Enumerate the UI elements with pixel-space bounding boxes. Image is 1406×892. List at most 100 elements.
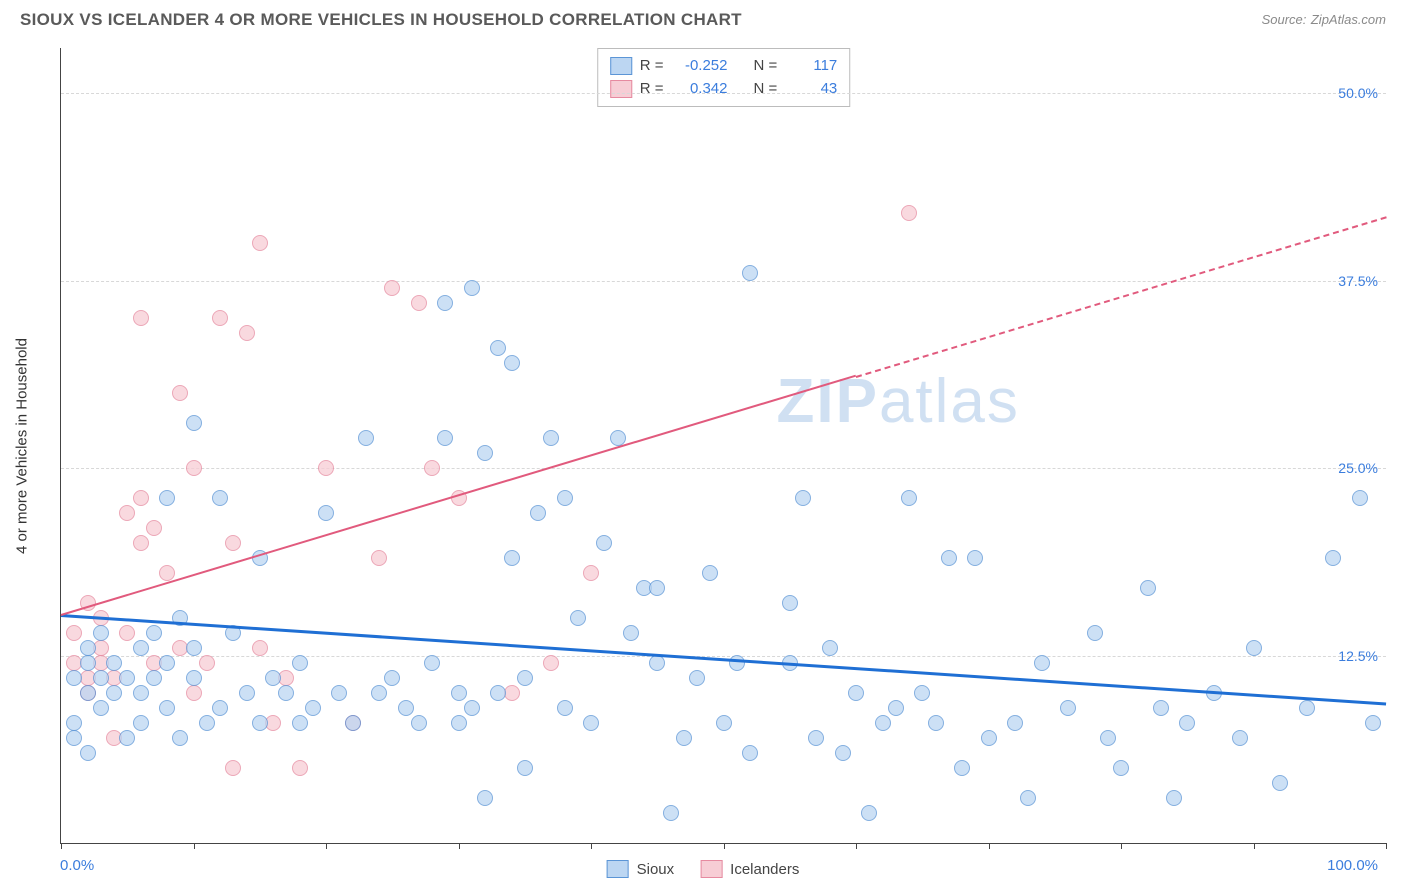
point-sioux <box>570 610 586 626</box>
point-sioux <box>358 430 374 446</box>
point-sioux <box>1087 625 1103 641</box>
point-sioux <box>451 715 467 731</box>
source-attribution: Source: ZipAtlas.com <box>1262 11 1386 29</box>
point-icelanders <box>119 505 135 521</box>
point-sioux <box>861 805 877 821</box>
point-sioux <box>186 640 202 656</box>
point-sioux <box>1325 550 1341 566</box>
legend-item-sioux: Sioux <box>607 860 675 878</box>
point-sioux <box>1100 730 1116 746</box>
y-tick-label: 50.0% <box>1338 85 1378 101</box>
point-sioux <box>517 760 533 776</box>
point-sioux <box>1153 700 1169 716</box>
point-sioux <box>119 730 135 746</box>
point-sioux <box>490 685 506 701</box>
point-sioux <box>822 640 838 656</box>
point-sioux <box>93 700 109 716</box>
y-tick-label: 37.5% <box>1338 273 1378 289</box>
point-sioux <box>663 805 679 821</box>
point-sioux <box>80 640 96 656</box>
point-sioux <box>928 715 944 731</box>
point-sioux <box>93 625 109 641</box>
point-icelanders <box>252 640 268 656</box>
x-tick <box>1254 843 1255 849</box>
point-sioux <box>623 625 639 641</box>
point-sioux <box>464 280 480 296</box>
point-sioux <box>1113 760 1129 776</box>
point-sioux <box>557 700 573 716</box>
point-sioux <box>477 790 493 806</box>
point-sioux <box>66 730 82 746</box>
point-sioux <box>716 715 732 731</box>
point-sioux <box>424 655 440 671</box>
point-sioux <box>239 685 255 701</box>
x-tick <box>1386 843 1387 849</box>
point-icelanders <box>172 385 188 401</box>
point-sioux <box>278 685 294 701</box>
point-sioux <box>808 730 824 746</box>
point-sioux <box>914 685 930 701</box>
point-sioux <box>159 490 175 506</box>
y-tick-label: 12.5% <box>1338 648 1378 664</box>
point-sioux <box>1246 640 1262 656</box>
watermark-bold: ZIP <box>777 367 879 436</box>
point-sioux <box>199 715 215 731</box>
point-sioux <box>371 685 387 701</box>
point-sioux <box>1232 730 1248 746</box>
watermark-light: atlas <box>879 367 1020 436</box>
point-sioux <box>172 610 188 626</box>
point-icelanders <box>411 295 427 311</box>
stats-row-sioux: R = -0.252 N = 117 <box>610 55 838 78</box>
point-sioux <box>729 655 745 671</box>
x-tick <box>591 843 592 849</box>
point-sioux <box>318 505 334 521</box>
point-sioux <box>689 670 705 686</box>
x-tick <box>194 843 195 849</box>
point-icelanders <box>543 655 559 671</box>
point-sioux <box>133 685 149 701</box>
point-icelanders <box>66 625 82 641</box>
point-icelanders <box>133 490 149 506</box>
point-icelanders <box>212 310 228 326</box>
stat-n-icelanders: 43 <box>785 78 837 101</box>
point-sioux <box>66 670 82 686</box>
point-sioux <box>504 550 520 566</box>
point-sioux <box>981 730 997 746</box>
stat-r-label: R = <box>640 78 664 101</box>
point-sioux <box>464 700 480 716</box>
point-sioux <box>649 655 665 671</box>
swatch-sioux <box>610 57 632 75</box>
point-sioux <box>398 700 414 716</box>
point-sioux <box>967 550 983 566</box>
point-sioux <box>1007 715 1023 731</box>
stat-r-label: R = <box>640 55 664 78</box>
point-sioux <box>292 715 308 731</box>
point-sioux <box>1206 685 1222 701</box>
x-tick <box>989 843 990 849</box>
trend-sioux <box>61 614 1386 705</box>
point-icelanders <box>292 760 308 776</box>
point-sioux <box>742 745 758 761</box>
point-sioux <box>596 535 612 551</box>
x-tick <box>61 843 62 849</box>
gridline <box>61 281 1386 282</box>
point-sioux <box>1272 775 1288 791</box>
point-sioux <box>543 430 559 446</box>
x-axis-max-label: 100.0% <box>1327 857 1378 874</box>
watermark: ZIPatlas <box>777 366 1020 437</box>
point-icelanders <box>225 535 241 551</box>
point-icelanders <box>119 625 135 641</box>
swatch-icelanders <box>610 80 632 98</box>
point-sioux <box>676 730 692 746</box>
point-icelanders <box>371 550 387 566</box>
point-sioux <box>252 550 268 566</box>
x-tick <box>326 843 327 849</box>
source-label: Source: <box>1262 12 1307 27</box>
stats-row-icelanders: R = 0.342 N = 43 <box>610 78 838 101</box>
legend-label-icelanders: Icelanders <box>730 861 799 878</box>
point-icelanders <box>451 490 467 506</box>
point-sioux <box>172 730 188 746</box>
point-icelanders <box>93 610 109 626</box>
point-sioux <box>848 685 864 701</box>
source-value: ZipAtlas.com <box>1311 12 1386 27</box>
